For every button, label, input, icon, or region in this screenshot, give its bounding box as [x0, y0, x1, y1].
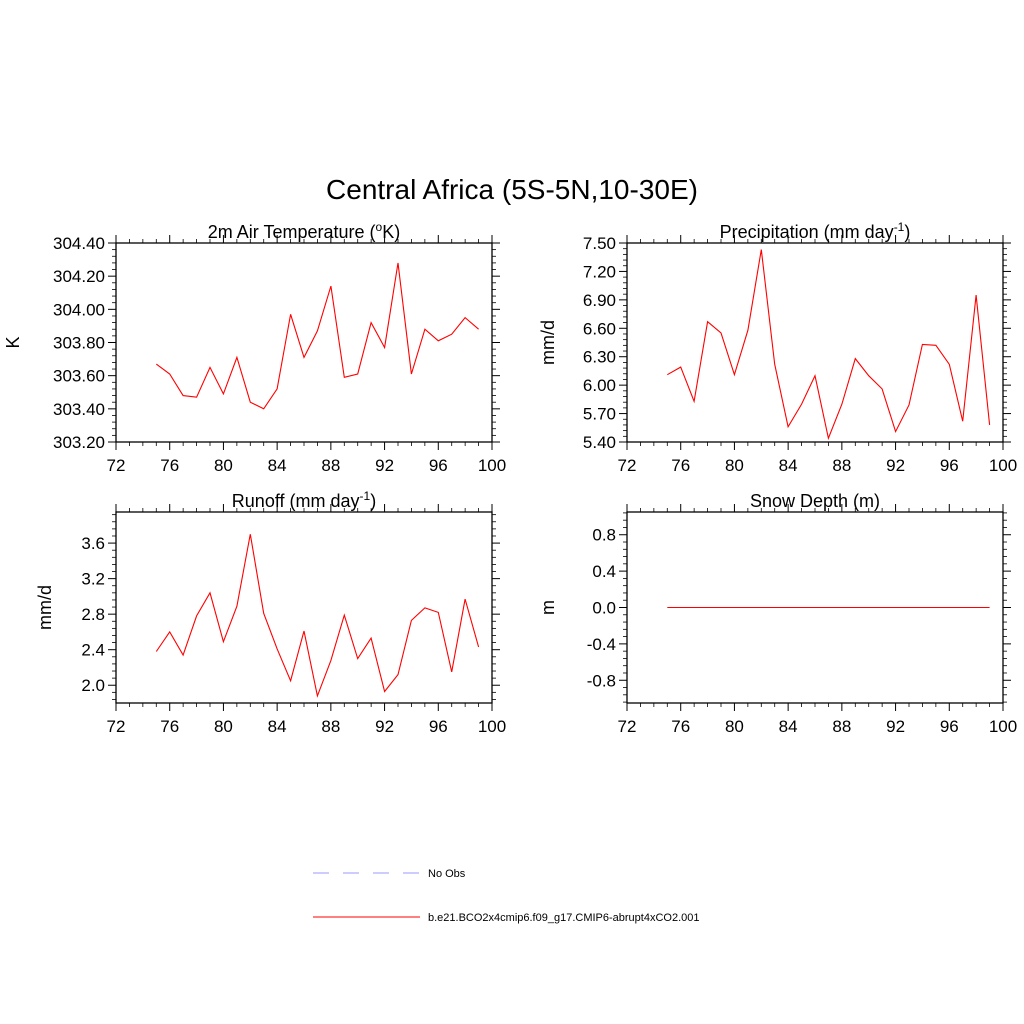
x-tick-label: 100: [478, 717, 506, 736]
panel-title-text: Snow Depth (m): [750, 491, 880, 511]
x-tick-label: 72: [618, 456, 637, 475]
plot-frame: [626, 242, 1004, 443]
x-tick-label: 80: [214, 717, 233, 736]
y-tick-label: -0.4: [587, 635, 616, 654]
y-tick-label: 5.40: [583, 433, 616, 452]
x-tick-label: 88: [832, 456, 851, 475]
panel-title: Snow Depth (m): [750, 491, 880, 511]
panel-title-text: Precipitation (mm day: [720, 222, 894, 242]
x-tick-label: 100: [478, 456, 506, 475]
x-tick-label: 72: [107, 717, 126, 736]
plot-frame: [115, 242, 493, 443]
y-tick-label: 304.00: [53, 300, 105, 319]
panel-title-text: 2m Air Temperature (: [208, 222, 376, 242]
panel-title-superscript: -1: [360, 489, 371, 503]
x-tick-label: 84: [779, 717, 798, 736]
figure-title: Central Africa (5S-5N,10-30E): [326, 174, 698, 205]
x-tick-label: 92: [375, 456, 394, 475]
panel-1: 2m Air Temperature (oK) 72 76 80 84 88 92 96 100…: [3, 220, 506, 475]
x-tick-label: 80: [214, 456, 233, 475]
x-tick-label: 84: [268, 717, 287, 736]
y-tick-label: 2.8: [81, 605, 105, 624]
panel-title: Precipitation (mm day-1): [720, 220, 911, 242]
x-tick-label: 88: [321, 456, 340, 475]
y-tick-label: 2.4: [81, 641, 105, 660]
x-tick-label: 88: [321, 717, 340, 736]
y-tick-label: 0.0: [592, 599, 616, 618]
y-tick-label: 6.60: [583, 319, 616, 338]
x-tick-label: 100: [989, 717, 1017, 736]
y-tick-label: 3.6: [81, 534, 105, 553]
x-tick-label: 80: [725, 717, 744, 736]
x-tick-label: 96: [940, 456, 959, 475]
y-tick-label: 7.50: [583, 234, 616, 253]
y-tick-label: 304.40: [53, 234, 105, 253]
panel-title: Runoff (mm day-1): [232, 489, 376, 511]
y-axis-label: mm/d: [35, 585, 55, 630]
x-tick-label: 88: [832, 717, 851, 736]
x-tick-label: 76: [160, 456, 179, 475]
y-tick-label: 7.20: [583, 262, 616, 281]
x-tick-label: 96: [940, 717, 959, 736]
x-tick-label: 92: [886, 717, 905, 736]
series-line: [667, 249, 991, 441]
y-tick-label: 304.20: [53, 267, 105, 286]
panel-2: Precipitation (mm day-1) 72 76 80 84 88 92 96 10…: [538, 220, 1017, 475]
x-tick-label: 84: [779, 456, 798, 475]
panels: 2m Air Temperature (oK)72 76 80 84 88 92 96 100…: [3, 220, 1017, 736]
x-tick-label: 84: [268, 456, 287, 475]
y-tick-label: 6.90: [583, 291, 616, 310]
legend-model-label: b.e21.BCO2x4cmip6.f09_g17.CMIP6-abrupt4x…: [428, 912, 700, 924]
panel-title-text: Runoff (mm day: [232, 491, 360, 511]
panel-3: Runoff (mm day-1) 72 76 80 84 88 92 96 100 2.0 2.4…: [35, 489, 506, 736]
legend-obs-label: No Obs: [428, 868, 466, 880]
x-tick-label: 92: [886, 456, 905, 475]
y-axis-label: K: [3, 336, 23, 348]
y-tick-label: -0.8: [587, 671, 616, 690]
series-line: [155, 534, 480, 698]
x-tick-label: 96: [429, 456, 448, 475]
y-tick-label: 3.2: [81, 570, 105, 589]
y-tick-label: 0.4: [592, 562, 616, 581]
x-tick-label: 72: [618, 717, 637, 736]
y-axis-label: mm/d: [538, 320, 558, 365]
panel-title-tail: K): [382, 222, 400, 242]
x-tick-label: 96: [429, 717, 448, 736]
panel-title-superscript: o: [376, 220, 383, 234]
x-tick-label: 72: [107, 456, 126, 475]
x-tick-label: 92: [375, 717, 394, 736]
panel-title: 2m Air Temperature (oK): [208, 220, 400, 242]
y-axis-label: m: [538, 600, 558, 615]
y-tick-label: 303.80: [53, 334, 105, 353]
panel-title-superscript: -1: [894, 220, 905, 234]
y-tick-label: 6.30: [583, 348, 616, 367]
y-tick-label: 2.0: [81, 676, 105, 695]
panel-title-tail: ): [370, 491, 376, 511]
x-tick-label: 76: [160, 717, 179, 736]
x-tick-label: 76: [671, 717, 690, 736]
panel-4: Snow Depth (m) 72 76 80 84 88 92 96 100 -0.8 -0.4 0…: [538, 491, 1017, 736]
y-tick-label: 6.00: [583, 376, 616, 395]
legend: No Obs b.e21.BCO2x4cmip6.f09_g17.CMIP6-a…: [313, 868, 700, 924]
y-tick-label: 303.60: [53, 367, 105, 386]
y-tick-label: 303.40: [53, 400, 105, 419]
series-line: [155, 262, 479, 410]
y-tick-label: 5.70: [583, 405, 616, 424]
panel-title-tail: ): [904, 222, 910, 242]
plot-frame: [115, 511, 493, 704]
x-tick-label: 76: [671, 456, 690, 475]
x-tick-label: 80: [725, 456, 744, 475]
y-tick-label: 0.8: [592, 526, 616, 545]
x-tick-label: 100: [989, 456, 1017, 475]
y-tick-label: 303.20: [53, 433, 105, 452]
